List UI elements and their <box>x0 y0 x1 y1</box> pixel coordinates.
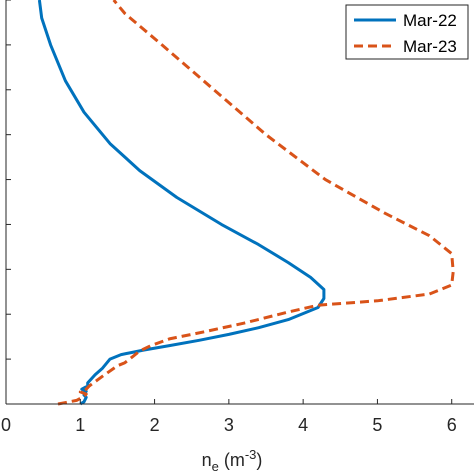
x-axis: 0 1 2 3 4 5 6 <box>1 399 474 435</box>
legend-box <box>345 4 469 60</box>
x-axis-title-sub: e <box>212 459 219 474</box>
legend-label-mar-23: Mar-23 <box>403 37 457 56</box>
x-tick-label: 3 <box>224 415 234 435</box>
plot-lines <box>37 0 455 406</box>
x-axis-title-close: ) <box>256 450 262 470</box>
x-tick-label: 5 <box>372 415 382 435</box>
x-tick-label: 6 <box>447 415 457 435</box>
x-tick-label: 2 <box>150 415 160 435</box>
x-axis-title-unit: (m <box>219 450 245 470</box>
legend-label-mar-22: Mar-22 <box>403 11 457 30</box>
x-tick-label: 4 <box>298 415 308 435</box>
y-axis <box>5 0 11 405</box>
x-axis-title-sup: -3 <box>245 447 257 462</box>
x-axis-title-main: n <box>202 450 212 470</box>
x-tick-label: 1 <box>75 415 85 435</box>
series-line-mar-23 <box>57 0 455 406</box>
series-line-mar-22 <box>37 0 326 406</box>
x-tick-label: 0 <box>1 415 11 435</box>
x-axis-title: ne (m-3) <box>202 447 263 474</box>
legend: Mar-22 Mar-23 <box>345 4 469 60</box>
